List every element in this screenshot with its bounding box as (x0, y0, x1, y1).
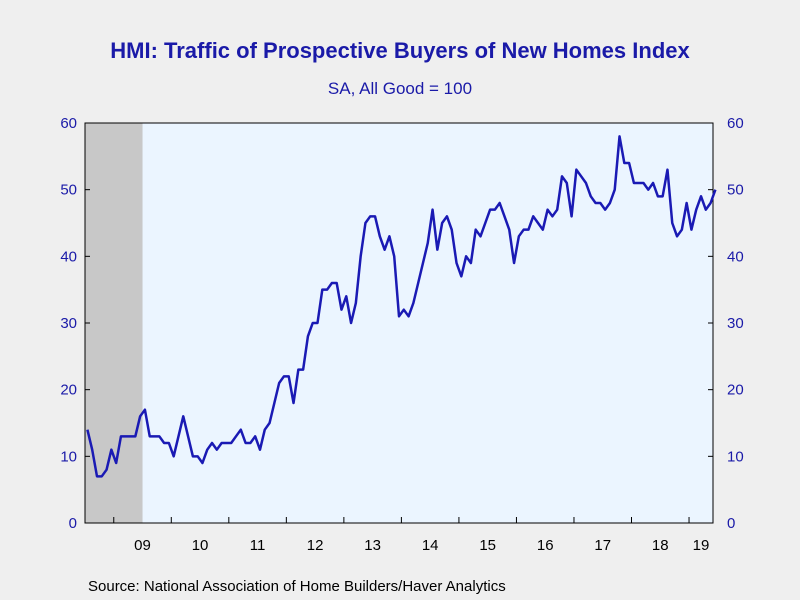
chart-title: HMI: Traffic of Prospective Buyers of Ne… (110, 38, 690, 63)
x-tick-label: 13 (364, 537, 381, 554)
y-tick-label-left: 30 (60, 315, 77, 332)
x-tick-label: 19 (693, 537, 710, 554)
y-tick-label-left: 40 (60, 248, 77, 265)
x-tick-label: 10 (192, 537, 209, 554)
x-tick-label: 16 (537, 537, 554, 554)
y-tick-label-right: 0 (727, 515, 735, 532)
source-note: Source: National Association of Home Bui… (88, 578, 506, 595)
y-tick-label-right: 30 (727, 315, 744, 332)
y-tick-label-right: 40 (727, 248, 744, 265)
y-tick-label-right: 10 (727, 448, 744, 465)
x-tick-label: 17 (594, 537, 611, 554)
x-tick-label: 11 (250, 537, 266, 554)
x-tick-label: 18 (652, 537, 669, 554)
x-tick-label: 09 (134, 537, 151, 554)
y-tick-label-right: 20 (727, 382, 744, 399)
x-tick-label: 15 (479, 537, 496, 554)
y-tick-label-left: 50 (60, 182, 77, 199)
y-tick-label-right: 60 (727, 115, 744, 132)
y-tick-label-left: 20 (60, 382, 77, 399)
series-line (86, 135, 717, 478)
plot-area (85, 123, 713, 523)
chart-subtitle: SA, All Good = 100 (327, 79, 473, 98)
x-tick-label: 12 (307, 537, 324, 554)
y-tick-label-left: 60 (60, 115, 77, 132)
y-tick-label-left: 10 (60, 448, 77, 465)
y-tick-label-left: 0 (69, 515, 77, 532)
x-tick-label: 14 (422, 537, 439, 554)
y-tick-label-right: 50 (727, 182, 744, 199)
